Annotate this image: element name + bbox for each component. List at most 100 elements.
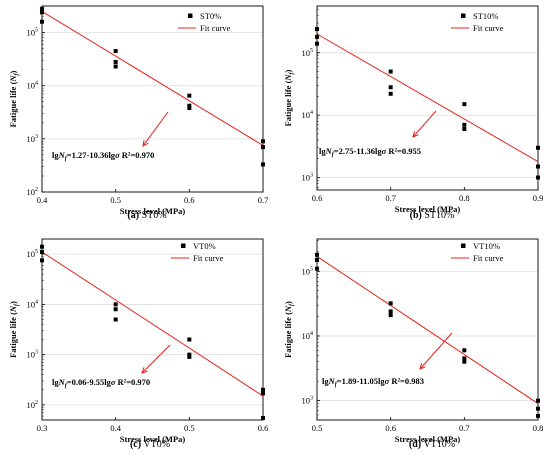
annotation-arrow [419, 332, 453, 370]
x-axis-label: Stress level (MPa) [120, 434, 186, 444]
equation-sigma: σ [111, 377, 116, 387]
data-point [40, 250, 44, 255]
y-label-text: ) [8, 70, 18, 73]
data-point [40, 258, 44, 263]
y-tick-exponent: 5 [310, 48, 313, 54]
data-point [261, 139, 265, 144]
data-point [536, 164, 540, 169]
data-point [261, 162, 265, 167]
y-tick-label: 104 [27, 81, 39, 91]
y-label-text: Fatigue life ( [283, 80, 293, 126]
data-point [315, 266, 319, 271]
y-tick-base: 10 [27, 350, 36, 360]
panel-caption-text: VT0% [141, 439, 170, 450]
y-tick-base: 10 [302, 266, 311, 276]
data-point [462, 356, 467, 361]
x-tick-label: 0.6 [258, 423, 269, 433]
y-tick-exponent: 5 [35, 249, 38, 255]
y-tick-label: 105 [302, 266, 314, 276]
y-label-subscript: f [14, 303, 20, 306]
data-point [113, 307, 118, 312]
data-point [536, 175, 540, 180]
x-tick-label: 0.4 [37, 195, 48, 205]
data-point [388, 301, 393, 306]
legend-label-points: VT0% [193, 241, 216, 251]
panel-letter: (a) [127, 210, 139, 221]
legend-marker [188, 13, 193, 18]
y-tick-label: 104 [302, 331, 314, 341]
y-tick-base: 10 [27, 299, 36, 309]
data-point [113, 317, 118, 322]
y-label-symbol: N [283, 305, 293, 313]
fit-equation: lgNf=1.27-10.36lgσ R²=0.970 [52, 150, 154, 162]
data-point [187, 106, 192, 111]
data-point [536, 406, 540, 411]
y-label-text: ) [283, 69, 293, 72]
y-tick-exponent: 4 [310, 331, 313, 337]
y-tick-base: 10 [27, 400, 36, 410]
fit-curve-line [316, 256, 539, 404]
panel-caption: (b) ST10% [410, 210, 455, 221]
equation-text: lg [322, 376, 329, 386]
data-point [113, 64, 118, 69]
annotation-arrow [142, 111, 169, 147]
equation-subscript: f [332, 152, 335, 158]
equation-text: =1.27-10.36lg [67, 150, 116, 160]
data-point [388, 309, 393, 314]
data-point [315, 252, 319, 257]
y-tick-base: 10 [27, 249, 36, 259]
equation-text: lg [52, 377, 59, 387]
data-point [261, 145, 265, 150]
y-tick-base: 10 [302, 110, 311, 120]
y-label-text: Fatigue life ( [8, 81, 18, 127]
y-label-symbol: N [283, 74, 293, 82]
y-tick-exponent: 3 [35, 134, 38, 140]
x-tick-label: 0.6 [385, 423, 396, 433]
y-tick-exponent: 5 [310, 266, 313, 272]
fit-curve-line [41, 251, 264, 397]
y-tick-base: 10 [27, 81, 36, 91]
y-label-subscript: f [14, 72, 20, 75]
x-axis-label: Stress level (MPa) [120, 206, 186, 216]
equation-subscript: f [335, 382, 338, 388]
y-tick-exponent: 4 [35, 81, 38, 87]
data-point [40, 19, 44, 24]
data-point [113, 302, 118, 307]
equation-sigma: σ [382, 146, 387, 156]
x-tick-label: 0.5 [184, 423, 195, 433]
panel-letter: (b) [410, 210, 422, 221]
y-tick-base: 10 [302, 396, 311, 406]
y-tick-exponent: 3 [310, 396, 313, 402]
annotation-arrow [412, 110, 437, 138]
r-squared: R²=0.955 [386, 146, 421, 156]
panel-caption: (c) VT0% [130, 439, 170, 450]
equation-subscript: f [65, 156, 68, 162]
data-point [40, 6, 44, 11]
legend-marker [461, 13, 466, 18]
data-point [462, 126, 467, 131]
data-point [261, 387, 265, 392]
y-tick-exponent: 5 [35, 28, 38, 34]
x-tick-label: 0.3 [37, 423, 48, 433]
x-tick-label: 0.7 [459, 423, 470, 433]
legend-label-line: Fit curve [473, 23, 504, 33]
panel-caption: (a) ST0% [127, 210, 166, 221]
data-point [462, 359, 467, 364]
data-point [462, 122, 467, 127]
data-point [462, 348, 467, 353]
y-tick-exponent: 3 [310, 173, 313, 179]
data-point [388, 91, 393, 96]
x-tick-label: 0.8 [533, 423, 544, 433]
data-point [388, 85, 393, 90]
r-squared: R²=0.983 [389, 376, 424, 386]
y-axis-label: Fatigue life (Nf) [8, 70, 20, 127]
legend-marker [181, 243, 186, 248]
y-tick-exponent: 4 [35, 299, 38, 305]
plot-frame [316, 5, 539, 191]
x-axis-label: Stress level (MPa) [395, 204, 461, 214]
fit-equation: lgNf=2.75-11.36lgσ R²=0.955 [319, 146, 421, 158]
equation-symbol: N [58, 150, 66, 160]
y-tick-exponent: 2 [35, 400, 38, 406]
